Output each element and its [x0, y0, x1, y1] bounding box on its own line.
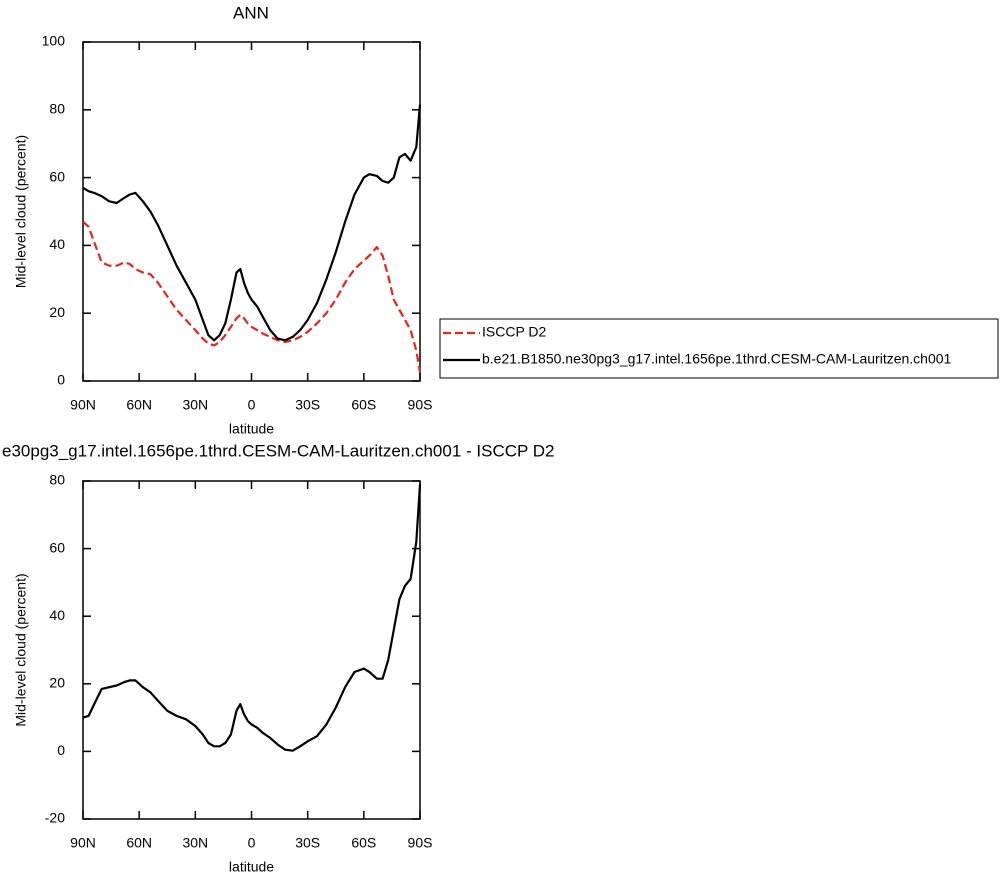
y-tick-label: 0 [57, 372, 65, 388]
y-tick-label: 40 [49, 236, 65, 252]
plot-frame [82, 480, 421, 820]
y-tick-label: 60 [49, 168, 65, 184]
y-tick-label: 20 [49, 675, 65, 691]
x-tick-label: 60N [126, 835, 152, 851]
plot-frame [82, 41, 421, 382]
x-tick-label: 30N [182, 397, 208, 413]
x-tick-label: 90S [408, 397, 433, 413]
x-tick-label: 60N [126, 397, 152, 413]
y-tick-label: 60 [49, 539, 65, 555]
x-tick-label: 90S [408, 835, 433, 851]
y-tick-label: 80 [49, 472, 65, 488]
data-line [82, 484, 422, 752]
legend-label: ISCCP D2 [482, 324, 547, 340]
chart-title: e30pg3_g17.intel.1656pe.1thrd.CESM-CAM-L… [2, 441, 555, 460]
x-axis-label: latitude [229, 421, 274, 437]
y-tick-label: -20 [45, 810, 65, 826]
x-tick-label: 30S [295, 397, 320, 413]
x-tick-label: 0 [248, 835, 256, 851]
y-tick-label: 100 [42, 33, 66, 49]
chart-title: ANN [233, 3, 269, 22]
x-tick-label: 60S [351, 397, 376, 413]
legend-frame [439, 318, 999, 379]
y-tick-label: 40 [49, 607, 65, 623]
x-tick-label: 60S [351, 835, 376, 851]
legend: ISCCP D2 b.e21.B1850.ne30pg3_g17.intel.16… [439, 318, 999, 379]
data-line [82, 104, 422, 342]
x-tick-label: 90N [70, 835, 96, 851]
x-tick-label: 30S [295, 835, 320, 851]
x-axis-label: latitude [229, 859, 274, 875]
legend-label: b.e21.B1850.ne30pg3_g17.intel.1656pe.1th… [482, 351, 952, 367]
y-tick-label: 20 [49, 304, 65, 320]
x-tick-label: 90N [70, 397, 96, 413]
data-line [82, 220, 422, 373]
y-axis-label: Mid-level cloud (percent) [13, 135, 29, 288]
y-axis-label: Mid-level cloud (percent) [13, 573, 29, 726]
x-tick-label: 30N [182, 835, 208, 851]
y-tick-label: 80 [49, 101, 65, 117]
y-tick-label: 0 [57, 742, 65, 758]
x-tick-label: 0 [248, 397, 256, 413]
